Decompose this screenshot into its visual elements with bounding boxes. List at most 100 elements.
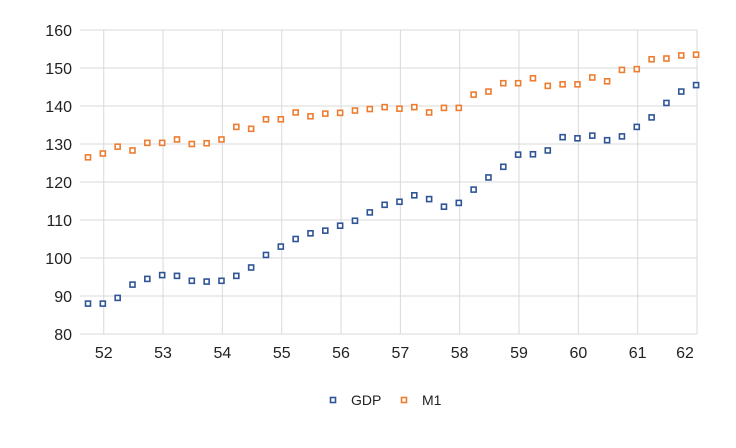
m1-point	[514, 79, 522, 87]
x-tick-label: 59	[510, 345, 528, 362]
m1-point	[336, 109, 344, 117]
gdp-point	[262, 251, 270, 259]
y-tick-label: 110	[46, 213, 72, 230]
m1-point	[499, 79, 507, 87]
m1-point	[247, 125, 255, 133]
m1-point	[440, 104, 448, 112]
data-points	[84, 51, 700, 307]
gdp-point	[396, 198, 403, 206]
gdp-point	[336, 222, 344, 229]
y-tick-label: 130	[45, 137, 72, 154]
m1-point	[292, 109, 299, 116]
gdp-point	[129, 281, 136, 288]
gdp-point	[544, 147, 552, 154]
m1-point	[485, 88, 492, 95]
legend-label-m1: M1	[422, 392, 442, 408]
m1-point	[663, 55, 670, 62]
gdp-point	[99, 300, 107, 307]
m1-point	[203, 139, 210, 147]
m1-point	[381, 103, 388, 111]
gdp-point	[663, 99, 670, 107]
m1-point	[588, 74, 596, 81]
gdp-point	[144, 275, 151, 283]
gdp-point	[499, 163, 507, 171]
m1-point	[262, 116, 270, 123]
gdp-point	[514, 151, 522, 158]
gdp-point	[618, 133, 626, 140]
m1-point	[366, 105, 374, 113]
m1-point	[322, 110, 329, 117]
gdp-point	[588, 132, 596, 139]
m1-point	[99, 150, 107, 157]
x-tick-label: 61	[629, 345, 647, 362]
m1-point	[173, 136, 181, 143]
m1-point	[129, 147, 136, 154]
y-tick-label: 80	[54, 327, 72, 344]
gdp-point	[292, 235, 299, 243]
x-tick-label: 53	[154, 345, 172, 362]
legend: GDP M1	[329, 392, 442, 408]
y-tick-label: 140	[45, 99, 72, 116]
m1-point	[425, 109, 433, 116]
gdp-point	[381, 201, 388, 209]
y-tick-label: 90	[54, 289, 72, 306]
gdp-point	[559, 133, 566, 141]
gdp-point	[692, 81, 700, 89]
m1-point	[396, 105, 403, 112]
m1-point	[544, 82, 552, 90]
legend-label-gdp: GDP	[351, 392, 381, 408]
gdp-point	[529, 150, 537, 158]
x-tick-label: 52	[95, 345, 113, 362]
y-tick-label: 160	[45, 23, 72, 40]
gdp-point	[114, 294, 121, 302]
x-tick-label: 58	[451, 345, 469, 362]
gdp-point	[322, 227, 329, 234]
gdp-point	[455, 199, 463, 207]
x-tick-label: 57	[391, 345, 409, 362]
y-tick-label: 100	[45, 251, 72, 268]
gdp-point	[247, 264, 255, 271]
m1-point	[218, 136, 225, 143]
gdp-point	[351, 217, 359, 225]
gdp-point	[574, 135, 581, 142]
m1-point	[618, 66, 626, 74]
y-tick-labels: 80 90 100 110 120 130 140 150 160	[45, 23, 72, 344]
x-tick-label: 62	[676, 345, 694, 362]
gdp-point	[470, 186, 477, 193]
m1-point	[559, 81, 566, 88]
gdp-point	[158, 271, 166, 279]
gdp-point	[677, 88, 685, 95]
m1-point	[277, 116, 285, 123]
y-tick-label: 150	[45, 61, 72, 78]
m1-point	[529, 74, 537, 82]
m1-point	[351, 107, 359, 114]
y-tick-label: 120	[45, 175, 72, 192]
gdp-legend-marker	[329, 396, 337, 404]
m1-point	[410, 103, 418, 111]
m1-point	[633, 65, 641, 73]
m1-point	[574, 81, 581, 88]
x-tick-label: 60	[569, 345, 587, 362]
gdp-point	[203, 278, 210, 285]
gdp-point	[173, 272, 181, 280]
grid-lines	[80, 29, 698, 335]
gdp-point	[366, 209, 374, 216]
x-tick-labels: 52 53 54 55 56 57 58 59 60 61 62	[95, 345, 694, 362]
m1-point	[603, 78, 611, 85]
m1-point	[84, 154, 92, 161]
gdp-point	[218, 277, 225, 285]
gdp-point	[307, 230, 314, 237]
m1-point	[455, 104, 463, 112]
m1-point	[677, 52, 685, 59]
gdp-point	[425, 195, 433, 203]
gdp-point	[233, 272, 240, 280]
m1-point	[233, 123, 240, 131]
m1-point	[692, 51, 700, 59]
x-tick-label: 54	[213, 345, 231, 362]
gdp-point	[603, 136, 611, 144]
m1-legend-marker	[400, 396, 408, 404]
gdp-point	[188, 277, 196, 285]
m1-point	[307, 112, 314, 120]
m1-point	[648, 55, 655, 63]
